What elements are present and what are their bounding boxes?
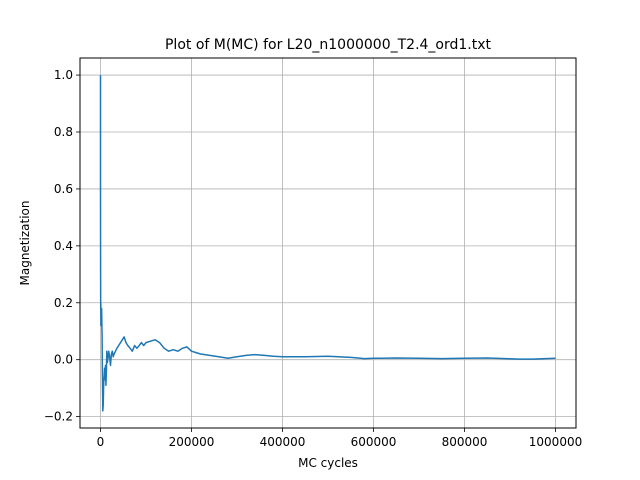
y-axis-label: Magnetization (18, 201, 32, 286)
plot-area (99, 75, 556, 412)
x-tick-label: 0 (97, 435, 105, 449)
y-tick-label: 0.4 (54, 239, 73, 253)
y-tick-label: −0.2 (44, 410, 73, 424)
x-tick-label: 1000000 (529, 435, 582, 449)
magnetization-series-line (99, 75, 556, 412)
x-tick-label: 200000 (169, 435, 215, 449)
y-axis-ticks: −0.2 0.0 0.2 0.4 0.6 0.8 1.0 (44, 68, 80, 424)
y-tick-label: 1.0 (54, 68, 73, 82)
axes-frame (79, 57, 577, 429)
x-axis-ticks: 0 200000 400000 600000 800000 1000000 (97, 428, 582, 449)
x-axis-label: MC cycles (298, 456, 358, 470)
y-tick-label: 0.8 (54, 125, 73, 139)
x-tick-label: 800000 (442, 435, 488, 449)
x-tick-label: 600000 (351, 435, 397, 449)
y-tick-label: 0.2 (54, 296, 73, 310)
grid-lines (80, 58, 576, 428)
y-tick-label: 0.0 (54, 353, 73, 367)
chart-title: Plot of M(MC) for L20_n1000000_T2.4_ord1… (165, 37, 492, 53)
y-tick-label: 0.6 (54, 182, 73, 196)
x-tick-label: 400000 (260, 435, 306, 449)
